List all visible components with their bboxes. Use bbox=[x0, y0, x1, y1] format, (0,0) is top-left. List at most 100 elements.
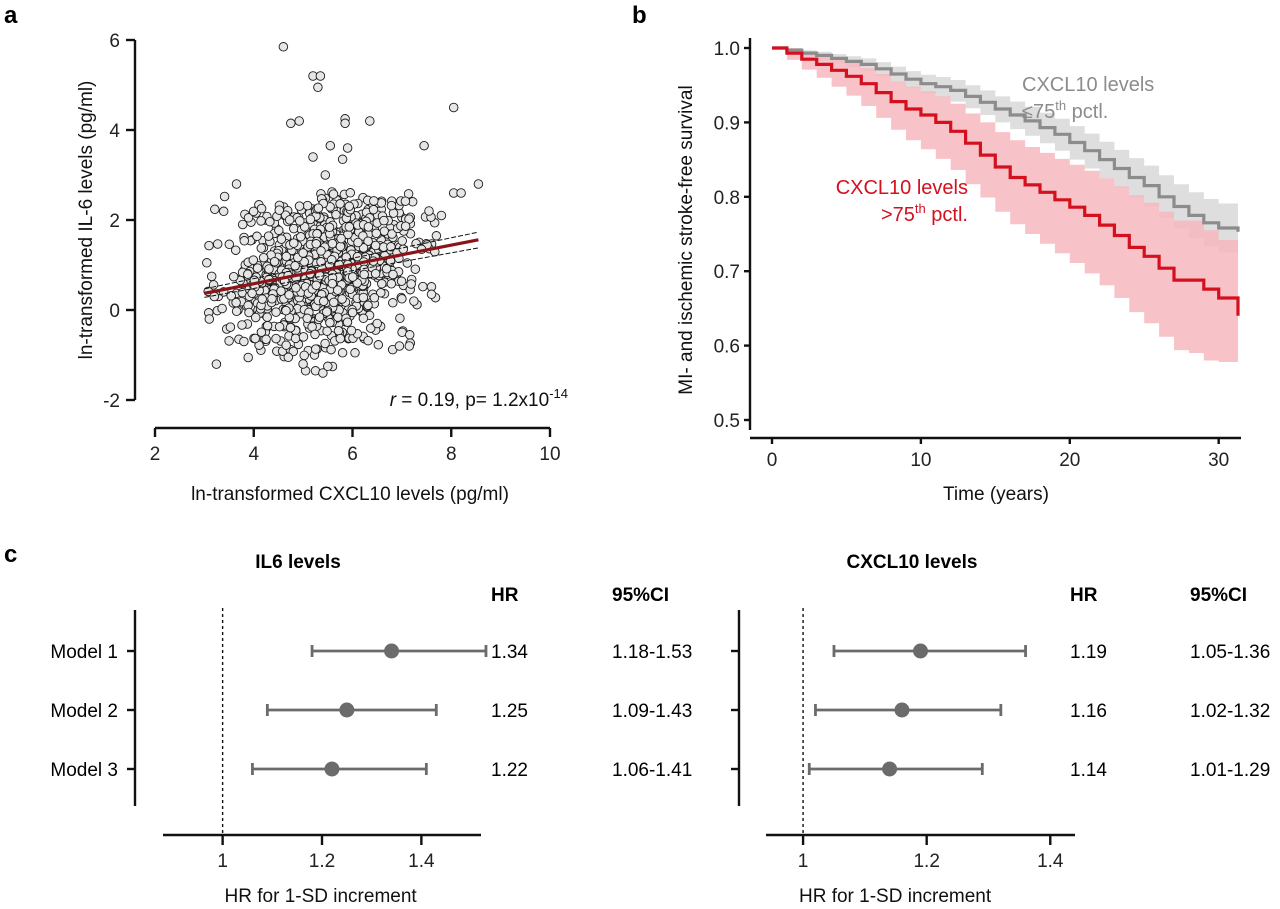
scatter-point bbox=[290, 333, 301, 344]
y-tick-label: 0.7 bbox=[714, 262, 740, 283]
scatter-point bbox=[397, 236, 407, 246]
scatter-point bbox=[419, 140, 429, 151]
scatter-point bbox=[265, 216, 275, 227]
scatter-point bbox=[310, 329, 320, 340]
scatter-point bbox=[332, 285, 343, 295]
scatter-point bbox=[289, 223, 299, 234]
panel-label-c: c bbox=[4, 541, 17, 568]
scatter-point bbox=[250, 312, 261, 323]
scatter-point bbox=[311, 280, 321, 291]
scatter-point bbox=[379, 215, 389, 226]
forest-title: IL6 levels bbox=[255, 552, 341, 573]
scatter-point bbox=[212, 239, 223, 249]
scatter-point bbox=[202, 258, 212, 268]
scatter-point bbox=[298, 359, 308, 369]
scatter-point bbox=[426, 289, 437, 300]
scatter-point bbox=[296, 232, 306, 242]
y-axis-title: ln-transformed IL-6 levels (pg/ml) bbox=[76, 81, 97, 360]
scatter-point bbox=[473, 179, 484, 189]
scatter-point bbox=[243, 213, 254, 223]
scatter-point bbox=[372, 318, 382, 329]
scatter-point bbox=[294, 201, 305, 211]
scatter-point bbox=[228, 271, 239, 282]
scatter-point bbox=[363, 222, 374, 232]
scatter-point bbox=[394, 341, 405, 351]
hr-value: 1.19 bbox=[1070, 642, 1107, 663]
scatter-point bbox=[456, 188, 466, 198]
correlation-annotation: r = 0.19, p= 1.2x10-14 bbox=[390, 386, 568, 411]
x-tick-label: 1.2 bbox=[913, 851, 939, 872]
scatter-point bbox=[302, 313, 312, 324]
scatter-point bbox=[224, 336, 234, 346]
scatter-point bbox=[436, 210, 447, 221]
scatter-point bbox=[320, 338, 330, 349]
scatter-point bbox=[386, 200, 397, 211]
scatter-point bbox=[305, 214, 316, 225]
series-label-high-title: CXCL10 levels bbox=[836, 177, 968, 199]
panel-label-b: b bbox=[632, 2, 647, 29]
scatter-point bbox=[302, 200, 313, 211]
scatter-point bbox=[409, 296, 419, 306]
y-tick-label: 1.0 bbox=[714, 39, 740, 60]
scatter-point bbox=[243, 269, 253, 279]
scatter-point bbox=[264, 264, 274, 274]
scatter-point bbox=[353, 237, 363, 248]
scatter-point bbox=[291, 283, 301, 293]
hr-value: 1.16 bbox=[1070, 701, 1107, 722]
scatter-point bbox=[210, 204, 220, 215]
ci-value: 1.05-1.36 bbox=[1190, 642, 1270, 663]
scatter-point bbox=[347, 307, 358, 318]
ci-value: 1.18-1.53 bbox=[612, 642, 692, 663]
scatter-point bbox=[363, 300, 373, 311]
scatter-point bbox=[284, 290, 294, 300]
scatter-point bbox=[218, 206, 229, 217]
scatter-point bbox=[286, 118, 296, 129]
scatter-point bbox=[276, 234, 287, 244]
scatter-point bbox=[327, 238, 338, 249]
scatter-point bbox=[295, 216, 305, 226]
x-tick-label: 1.4 bbox=[1037, 851, 1064, 872]
scatter-point bbox=[310, 344, 321, 354]
scatter-point bbox=[208, 280, 219, 290]
scatter-point bbox=[274, 322, 285, 332]
scatter-point bbox=[386, 279, 397, 289]
scatter-point bbox=[371, 228, 382, 239]
scatter-point bbox=[281, 340, 291, 350]
scatter-point bbox=[318, 368, 328, 378]
x-tick-label: 2 bbox=[150, 444, 161, 465]
model-label: Model 1 bbox=[50, 642, 118, 663]
scatter-point bbox=[231, 179, 242, 189]
series-label-high-subtitle: >75th pctl. bbox=[881, 201, 968, 226]
scatter-point bbox=[324, 222, 335, 233]
scatter-point bbox=[406, 279, 416, 289]
x-tick-label: 6 bbox=[347, 444, 358, 465]
scatter-point bbox=[274, 205, 285, 215]
hr-column-header: HR bbox=[1070, 585, 1098, 606]
scatter-point bbox=[328, 189, 339, 199]
ci-value: 1.02-1.32 bbox=[1190, 701, 1270, 722]
scatter-point bbox=[313, 82, 323, 93]
y-tick-label: 0.9 bbox=[714, 113, 740, 134]
scatter-point bbox=[315, 71, 326, 81]
survival-line-high bbox=[772, 46, 1240, 316]
scatter-point bbox=[344, 201, 354, 212]
x-axis-title: ln-transformed CXCL10 levels (pg/ml) bbox=[191, 484, 509, 505]
scatter-point bbox=[276, 286, 286, 296]
scatter-point bbox=[278, 42, 289, 52]
scatter-point bbox=[323, 361, 333, 372]
scatter-point bbox=[285, 322, 296, 333]
series-label-low-title: CXCL10 levels bbox=[1022, 74, 1154, 96]
y-tick-label: 2 bbox=[109, 211, 120, 232]
forest-panel-cxcl10: CXCL10 levels HR 95%CI 1 1.2 1.4 HR for 1-SD i… bbox=[731, 552, 1270, 907]
scatter-point bbox=[358, 313, 369, 324]
ci-band-high bbox=[772, 48, 1238, 367]
scatter-point bbox=[248, 255, 259, 265]
scatter-point bbox=[397, 294, 407, 304]
scatter-point bbox=[313, 203, 324, 213]
scatter-point bbox=[217, 303, 227, 314]
scatter-point bbox=[346, 325, 357, 336]
scatter-point bbox=[326, 255, 337, 265]
ci-column-header: 95%CI bbox=[612, 585, 669, 606]
x-tick-label: 10 bbox=[539, 444, 560, 465]
scatter-point bbox=[283, 352, 294, 363]
